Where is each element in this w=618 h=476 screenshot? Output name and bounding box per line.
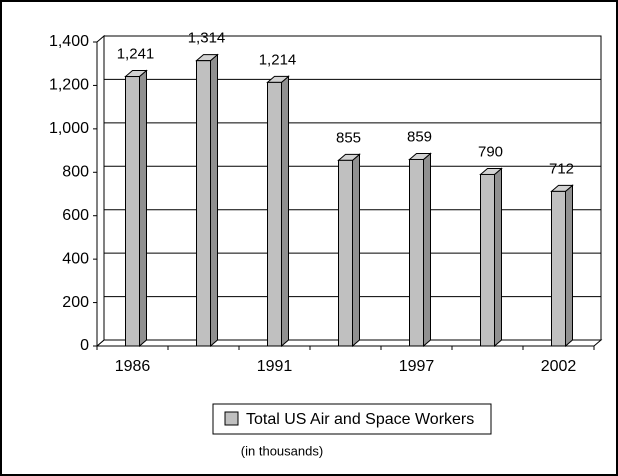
x-tick-label: 2002 bbox=[541, 358, 577, 375]
legend-box bbox=[212, 403, 492, 435]
y-tick-label: 1,000 bbox=[49, 120, 89, 137]
x-tick-label: 1991 bbox=[257, 358, 293, 375]
bar bbox=[551, 190, 566, 347]
bar bbox=[338, 159, 353, 347]
y-tick-label: 0 bbox=[80, 337, 89, 354]
value-label: 859 bbox=[407, 128, 432, 145]
bar bbox=[409, 158, 424, 347]
value-label: 712 bbox=[549, 160, 574, 177]
y-tick-label: 400 bbox=[62, 250, 89, 267]
legend-swatch bbox=[224, 411, 239, 426]
bar-side bbox=[423, 152, 431, 348]
y-tick-label: 1,400 bbox=[49, 33, 89, 50]
value-label: 855 bbox=[336, 129, 361, 146]
value-label: 790 bbox=[478, 143, 503, 160]
y-tick-label: 200 bbox=[62, 294, 89, 311]
bar bbox=[267, 81, 282, 347]
bar-side bbox=[352, 153, 360, 348]
x-tick-label: 1986 bbox=[115, 358, 151, 375]
bar bbox=[196, 60, 211, 347]
value-label: 1,214 bbox=[259, 51, 297, 68]
legend-label: Total US Air and Space Workers bbox=[246, 411, 474, 428]
side-wall bbox=[96, 34, 105, 348]
bar-side bbox=[494, 167, 502, 348]
bar-side bbox=[210, 53, 218, 348]
x-tick-label: 1997 bbox=[399, 358, 435, 375]
value-label: 1,241 bbox=[117, 45, 155, 62]
y-tick-label: 600 bbox=[62, 207, 89, 224]
bar bbox=[480, 173, 495, 347]
bar-side bbox=[565, 184, 573, 348]
bar bbox=[125, 76, 140, 347]
bar-side bbox=[281, 75, 289, 348]
y-tick-label: 1,200 bbox=[49, 77, 89, 94]
subtitle: (in thousands) bbox=[241, 443, 323, 458]
y-tick-label: 800 bbox=[62, 164, 89, 181]
value-label: 1,314 bbox=[188, 30, 226, 47]
bar-side bbox=[139, 69, 147, 348]
